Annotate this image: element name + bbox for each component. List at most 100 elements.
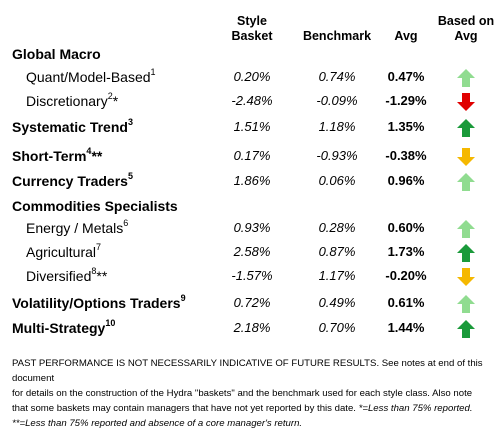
arrow-down-icon xyxy=(457,148,475,166)
footnote-line-1: PAST PERFORMANCE IS NOT NECESSARILY INDI… xyxy=(12,358,483,384)
avg-value: 0.60% xyxy=(387,220,425,235)
benchmark-value: 0.28% xyxy=(318,220,356,235)
row-label: Agricultural7 xyxy=(26,241,101,263)
style-basket-value: -2.48% xyxy=(231,93,273,108)
row-label-marker: ** xyxy=(91,148,103,164)
row-label-text: Diversified xyxy=(26,268,92,284)
benchmark-value: 1.17% xyxy=(318,268,356,283)
header-style-basket-line1: Style xyxy=(237,14,267,28)
row-label: Commodities Specialists xyxy=(12,195,178,217)
row-label: Currency Traders5 xyxy=(12,170,133,192)
arrow-up-icon xyxy=(457,295,475,313)
row-label-text: Agricultural xyxy=(26,244,97,260)
row-label-text: Systematic Trend xyxy=(12,119,128,135)
header-based-on-avg-line2: Avg xyxy=(454,29,478,43)
header-based-on-avg-line1: Based on xyxy=(437,14,495,28)
footnote-line-3: that some baskets may contain managers t… xyxy=(12,401,494,416)
row-label: Global Macro xyxy=(12,43,101,65)
benchmark-value: 0.70% xyxy=(318,320,356,335)
row-label-text: Currency Traders xyxy=(12,173,128,189)
table-row: Systematic Trend3 1.51% 1.18% 1.35% xyxy=(0,116,500,138)
header-avg: Avg xyxy=(394,29,418,43)
avg-value: 1.73% xyxy=(387,244,425,259)
style-basket-value: -1.57% xyxy=(231,268,273,283)
footnote-ref: 8 xyxy=(91,266,97,276)
arrow-up-icon xyxy=(457,320,475,338)
row-label: Volatility/Options Traders9 xyxy=(12,292,186,314)
row-label: Energy / Metals6 xyxy=(26,217,128,239)
style-basket-value: 0.72% xyxy=(233,295,271,310)
benchmark-value: 0.49% xyxy=(318,295,356,310)
row-label-text: Short-Term xyxy=(12,148,87,164)
row-label: Multi-Strategy10 xyxy=(12,317,115,339)
footnote-ref: 4 xyxy=(86,146,92,156)
benchmark-value: -0.09% xyxy=(316,93,358,108)
header-benchmark: Benchmark xyxy=(302,29,372,43)
footnote-line-4: **=Less than 75% reported and absence of… xyxy=(12,418,303,429)
avg-value: -0.38% xyxy=(385,148,427,163)
row-label-text: Quant/Model-Based xyxy=(26,69,151,85)
avg-value: 1.44% xyxy=(387,320,425,335)
style-basket-value: 1.51% xyxy=(233,119,271,134)
table-row: Quant/Model-Based1 0.20% 0.74% 0.47% xyxy=(0,66,500,88)
style-basket-value: 0.20% xyxy=(233,69,271,84)
arrow-up-icon xyxy=(457,173,475,191)
benchmark-value: -0.93% xyxy=(316,148,358,163)
row-label-marker: * xyxy=(112,93,119,109)
benchmark-value: 0.74% xyxy=(318,69,356,84)
table-row: Multi-Strategy10 2.18% 0.70% 1.44% xyxy=(0,317,500,339)
footnote-ref: 2 xyxy=(107,91,113,101)
table-row: Agricultural7 2.58% 0.87% 1.73% xyxy=(0,241,500,263)
row-label: Quant/Model-Based1 xyxy=(26,66,156,88)
table-row: Global Macro xyxy=(0,43,500,65)
arrow-down-icon xyxy=(457,268,475,286)
row-label: Systematic Trend3 xyxy=(12,116,133,138)
footnote: PAST PERFORMANCE IS NOT NECESSARILY INDI… xyxy=(12,356,494,431)
row-label: Diversified8** xyxy=(26,265,107,287)
header-based-on-avg: Based on Avg xyxy=(432,14,500,44)
table-row: Discretionary2* -2.48% -0.09% -1.29% xyxy=(0,90,500,112)
benchmark-value: 1.18% xyxy=(318,119,356,134)
table-row: Diversified8** -1.57% 1.17% -0.20% xyxy=(0,265,500,287)
arrow-up-icon xyxy=(457,244,475,262)
arrow-down-icon xyxy=(457,93,475,111)
style-basket-value: 0.93% xyxy=(233,220,271,235)
row-label: Discretionary2* xyxy=(26,90,118,112)
row-label: Short-Term4** xyxy=(12,145,102,167)
table-row: Energy / Metals6 0.93% 0.28% 0.60% xyxy=(0,217,500,239)
benchmark-value: 0.87% xyxy=(318,244,356,259)
table-row: Short-Term4** 0.17% -0.93% -0.38% xyxy=(0,145,500,167)
row-label-text: Multi-Strategy xyxy=(12,320,106,336)
footnote-ref: 6 xyxy=(123,218,129,228)
style-basket-value: 1.86% xyxy=(233,173,271,188)
table-row: Volatility/Options Traders9 0.72% 0.49% 0.6… xyxy=(0,292,500,314)
avg-value: -1.29% xyxy=(385,93,427,108)
style-basket-value: 0.17% xyxy=(233,148,271,163)
header-style-basket: Style Basket xyxy=(216,14,288,44)
footnote-line-2: for details on the construction of the H… xyxy=(12,388,473,399)
footnote-ref: 5 xyxy=(127,171,133,181)
row-label-text: Commodities Specialists xyxy=(12,198,178,214)
arrow-up-icon xyxy=(457,69,475,87)
avg-value: -0.20% xyxy=(385,268,427,283)
footnote-ref: 7 xyxy=(96,242,102,252)
footnote-line-3-text: that some baskets may contain managers t… xyxy=(12,403,359,414)
arrow-up-icon xyxy=(457,220,475,238)
avg-value: 0.96% xyxy=(387,173,425,188)
row-label-text: Global Macro xyxy=(12,46,101,62)
avg-value: 0.61% xyxy=(387,295,425,310)
footnote-ref: 10 xyxy=(105,318,116,328)
avg-value: 0.47% xyxy=(387,69,425,84)
table-row: Commodities Specialists xyxy=(0,195,500,217)
table-row: Currency Traders5 1.86% 0.06% 0.96% xyxy=(0,170,500,192)
style-basket-value: 2.18% xyxy=(233,320,271,335)
row-label-text: Volatility/Options Traders xyxy=(12,295,181,311)
footnote-ref: 3 xyxy=(127,117,133,127)
style-basket-value: 2.58% xyxy=(233,244,271,259)
footnote-line-3-note: *=Less than 75% reported. xyxy=(358,403,473,414)
row-label-marker: ** xyxy=(96,268,108,284)
benchmark-value: 0.06% xyxy=(318,173,356,188)
row-label-text: Discretionary xyxy=(26,93,108,109)
header-style-basket-line2: Basket xyxy=(231,29,273,43)
footnote-ref: 1 xyxy=(150,67,156,77)
